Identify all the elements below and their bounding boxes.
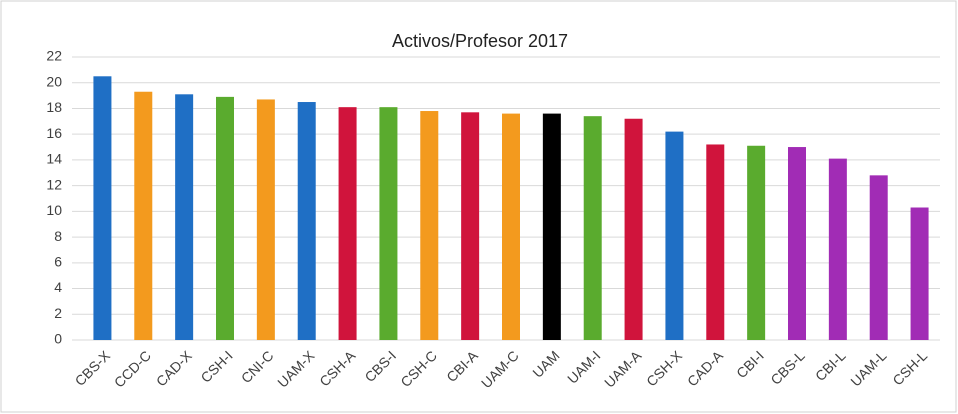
bar (747, 145, 766, 340)
y-tick-label: 18 (46, 99, 62, 115)
y-tick-label: 2 (54, 305, 62, 321)
y-tick-label: 14 (46, 151, 62, 167)
bar (93, 76, 112, 340)
bar (869, 175, 888, 340)
bar (910, 207, 929, 340)
bar (297, 102, 316, 340)
bar (379, 107, 398, 340)
bar (256, 99, 275, 340)
y-tick-label: 22 (46, 48, 62, 64)
bar (502, 113, 520, 340)
y-tick-label: 10 (46, 202, 62, 218)
bar (420, 111, 439, 340)
bar (175, 94, 194, 341)
bar (134, 91, 153, 341)
y-tick-label: 8 (54, 228, 62, 244)
y-tick-label: 16 (46, 125, 62, 141)
y-tick-label: 0 (54, 331, 62, 347)
bar (665, 131, 684, 340)
bar (788, 147, 806, 340)
bar (542, 113, 561, 340)
y-tick-label: 20 (46, 73, 62, 89)
bar (461, 112, 480, 341)
bar (624, 118, 643, 340)
bar (828, 158, 847, 340)
chart-title: Activos/Profesor 2017 (392, 31, 568, 51)
y-tick-label: 12 (46, 176, 62, 192)
y-tick-label: 6 (54, 254, 62, 270)
bar (583, 116, 602, 340)
bar (338, 107, 357, 340)
bar (216, 96, 234, 340)
y-tick-label: 4 (54, 279, 62, 295)
bar (706, 144, 725, 340)
